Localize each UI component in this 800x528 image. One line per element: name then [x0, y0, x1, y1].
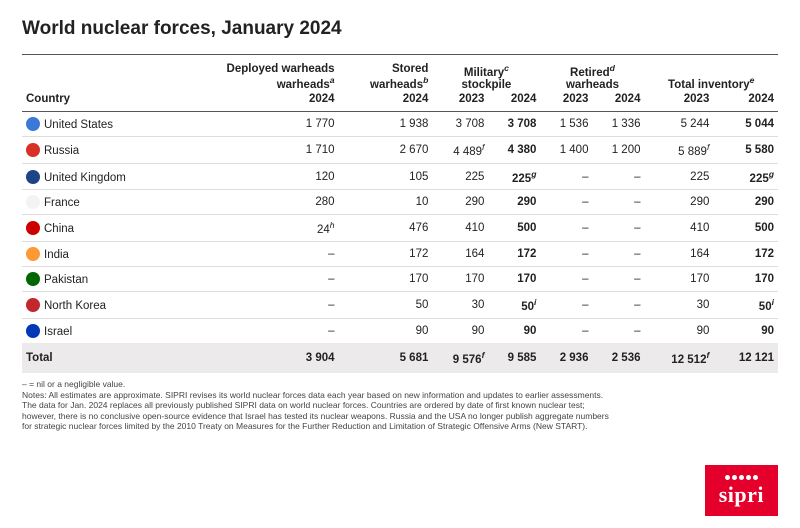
- table-row: Russia1 7102 6704 489f4 3801 4001 2005 8…: [22, 136, 778, 163]
- col-country: Country: [22, 91, 174, 112]
- col-stored: Storedwarheadsb: [339, 55, 433, 91]
- table-row: France28010290290––290290: [22, 190, 778, 215]
- total-row: Total 3 904 5 681 9 576f 9 585 2 936 2 5…: [22, 343, 778, 373]
- table-row: India–172164172––164172: [22, 242, 778, 267]
- col-deployed: Deployed warheadswarheadsa: [174, 55, 338, 91]
- footnote-line: for strategic nuclear forces limited by …: [22, 421, 682, 432]
- header-group-row: Deployed warheadswarheadsa Storedwarhead…: [22, 55, 778, 91]
- col-total: Total inventorye: [644, 55, 778, 91]
- table-row: North Korea–503050i––3050i: [22, 292, 778, 319]
- table-row: Israel–909090––9090: [22, 319, 778, 344]
- table-row: United Kingdom120105225225g––225225g: [22, 163, 778, 190]
- col-retired: Retireddwarheads: [540, 55, 644, 91]
- table-row: Pakistan–170170170––170170: [22, 267, 778, 292]
- nuclear-forces-table: Deployed warheadswarheadsa Storedwarhead…: [22, 54, 778, 373]
- flag-icon: [26, 170, 40, 184]
- footnotes: – = nil or a negligible value.Notes: All…: [22, 379, 682, 432]
- logo-text: sipri: [719, 482, 764, 508]
- flag-icon: [26, 143, 40, 157]
- footnote-line: however, there is no conclusive open-sou…: [22, 411, 682, 422]
- footnote-line: – = nil or a negligible value.: [22, 379, 682, 390]
- sipri-logo: sipri: [705, 465, 778, 516]
- flag-icon: [26, 221, 40, 235]
- flag-icon: [26, 324, 40, 338]
- flag-icon: [26, 195, 40, 209]
- footnote-line: The data for Jan. 2024 replaces all prev…: [22, 400, 682, 411]
- header-year-row: Country 2024 2024 2023 2024 2023 2024 20…: [22, 91, 778, 112]
- col-military: Militarycstockpile: [432, 55, 540, 91]
- page-title: World nuclear forces, January 2024: [22, 18, 778, 40]
- flag-icon: [26, 298, 40, 312]
- table-row: China24h476410500––410500: [22, 215, 778, 242]
- flag-icon: [26, 247, 40, 261]
- table-row: United States1 7701 9383 7083 7081 5361 …: [22, 111, 778, 136]
- flag-icon: [26, 117, 40, 131]
- footnote-line: Notes: All estimates are approximate. SI…: [22, 390, 682, 401]
- logo-dots-icon: [725, 475, 758, 480]
- flag-icon: [26, 272, 40, 286]
